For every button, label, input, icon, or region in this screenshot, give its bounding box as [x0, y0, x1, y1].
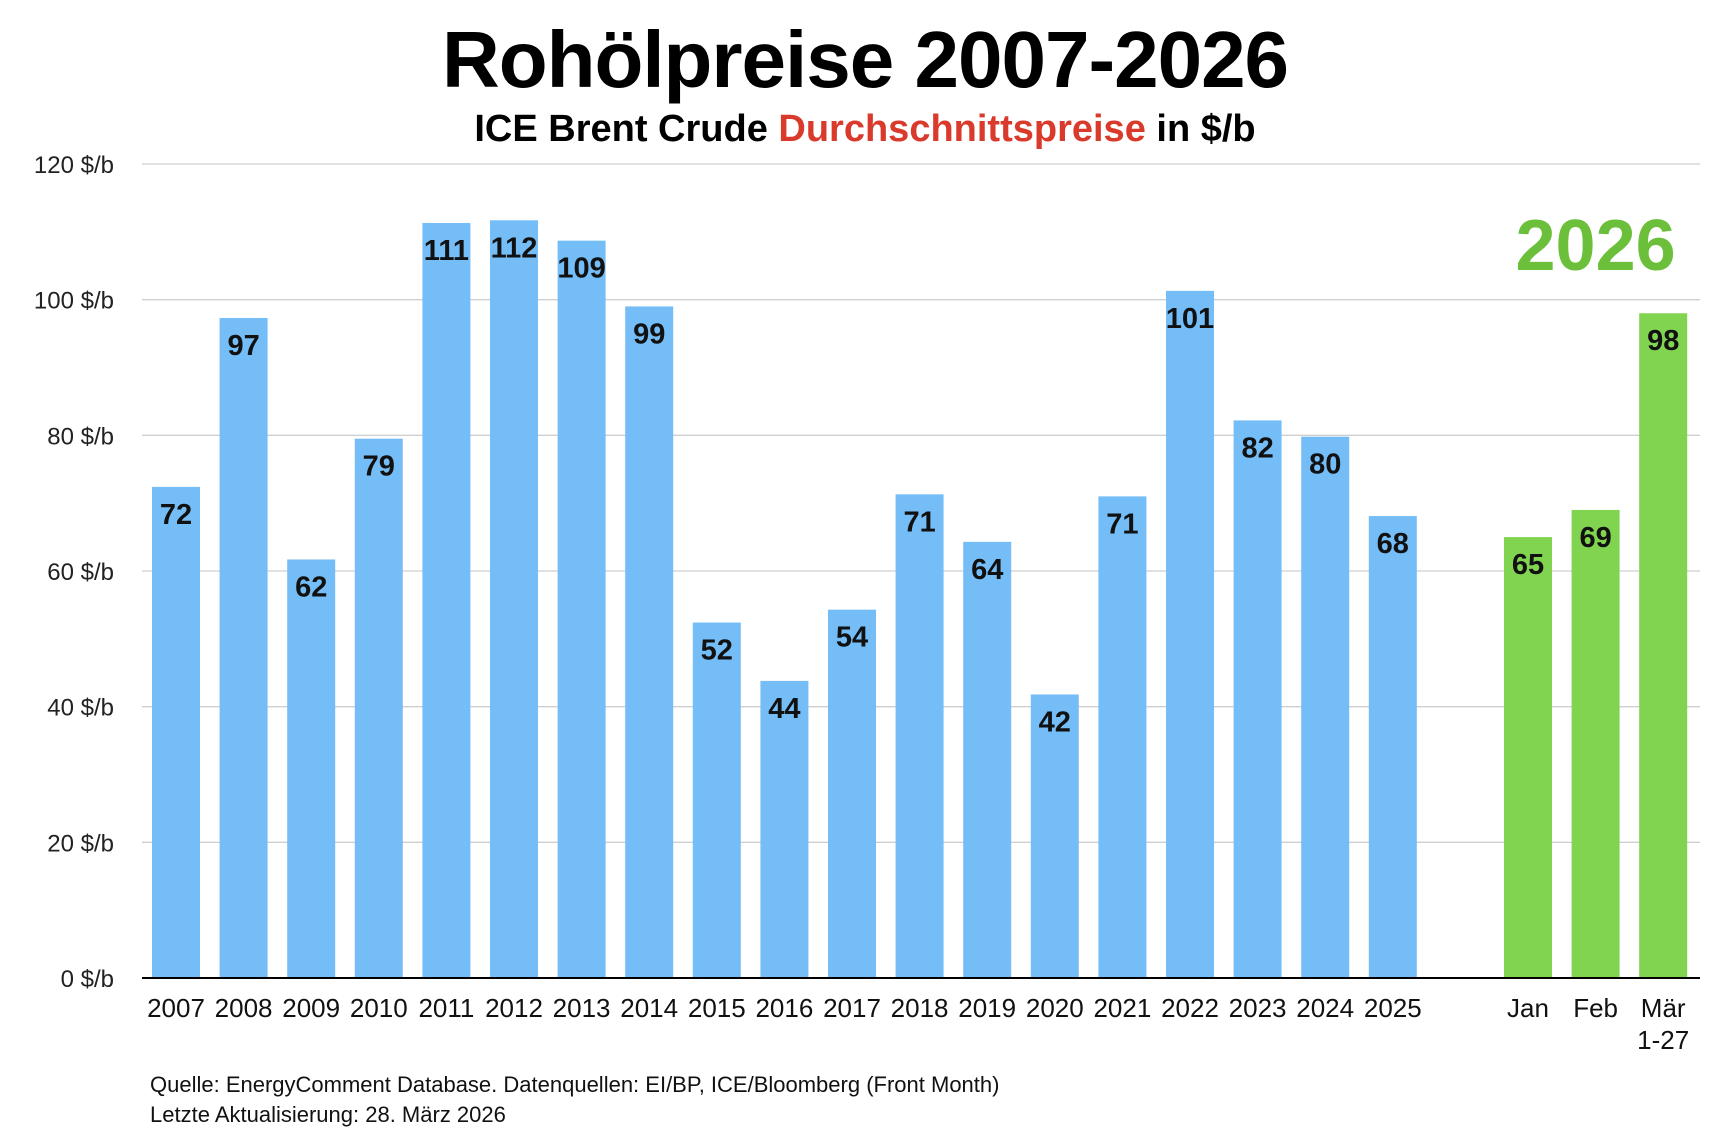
x-tick-label: 2025	[1364, 993, 1422, 1023]
y-tick-label: 80 $/b	[47, 423, 114, 450]
value-label: 42	[1039, 706, 1071, 738]
subtitle-part2: in $/b	[1156, 108, 1256, 150]
subtitle-highlight: Durchschnittspreise	[778, 108, 1146, 150]
y-axis-ticks: 0 $/b 20 $/b 40 $/b 60 $/b 80 $/b 100 $/b 120 …	[34, 152, 114, 993]
bar	[625, 306, 674, 978]
bar	[354, 438, 403, 979]
value-label: 112	[491, 232, 538, 264]
bar	[1639, 313, 1688, 978]
source-line: Quelle: EnergyComment Database. Datenque…	[150, 1072, 1000, 1097]
x-tick-label: 2022	[1161, 993, 1219, 1023]
value-label: 72	[160, 499, 192, 531]
bar	[1233, 420, 1282, 978]
bar	[1098, 496, 1147, 978]
x-tick-label: Jan	[1507, 993, 1549, 1023]
x-tick-label: 2013	[553, 993, 611, 1023]
x-tick-label: 2012	[485, 993, 543, 1023]
x-tick-label: 2021	[1093, 993, 1151, 1023]
bar	[490, 220, 538, 979]
x-tick-label: 2024	[1296, 993, 1354, 1023]
x-tick-label: 2008	[215, 993, 273, 1023]
value-label: 80	[1309, 449, 1341, 481]
bar	[1301, 436, 1350, 978]
x-tick-label: Feb	[1573, 993, 1618, 1023]
subtitle-part1: ICE Brent Crude	[474, 108, 768, 150]
x-tick-label: 2010	[350, 993, 408, 1023]
x-tick-label: 2019	[958, 993, 1016, 1023]
bar	[760, 680, 809, 978]
bar	[963, 541, 1012, 978]
bar	[895, 494, 944, 978]
value-label: 71	[1106, 508, 1138, 540]
y-tick-label: 20 $/b	[47, 830, 114, 857]
x-tick-label: 2023	[1229, 993, 1287, 1023]
value-label: 71	[903, 506, 935, 538]
bars	[152, 220, 1688, 979]
x-tick-label: 2011	[418, 993, 474, 1023]
value-label: 44	[768, 693, 800, 725]
bar	[152, 486, 200, 978]
value-label: 82	[1241, 432, 1273, 464]
x-tick-label: 2018	[891, 993, 949, 1023]
value-label: 97	[227, 330, 259, 362]
source-note: Quelle: EnergyComment Database. Datenque…	[150, 1070, 999, 1130]
x-tick-label: 1-27	[1637, 1025, 1689, 1055]
x-tick-label: 2009	[282, 993, 340, 1023]
value-label: 79	[363, 451, 395, 483]
x-tick-label: 2015	[688, 993, 746, 1023]
value-label: 69	[1579, 522, 1611, 554]
value-label: 101	[1166, 303, 1214, 335]
x-tick-label: 2014	[620, 993, 678, 1023]
value-label: 68	[1377, 528, 1409, 560]
bar	[1368, 516, 1417, 978]
x-tick-label: 2020	[1026, 993, 1084, 1023]
y-tick-label: 120 $/b	[34, 152, 114, 179]
value-label: 64	[971, 554, 1003, 586]
value-label: 111	[424, 235, 469, 267]
bar	[828, 609, 876, 978]
bar	[1504, 537, 1552, 978]
bar	[1571, 509, 1620, 978]
bar	[287, 559, 336, 978]
bar	[692, 622, 741, 978]
y-tick-label: 40 $/b	[47, 695, 114, 722]
value-label: 54	[836, 622, 868, 654]
value-label: 65	[1512, 549, 1544, 581]
group-label-2026: 2026	[1516, 206, 1676, 286]
value-label: 98	[1647, 325, 1679, 357]
value-label: 52	[701, 635, 733, 667]
bar	[1030, 694, 1079, 978]
bar	[219, 317, 268, 978]
chart-title: Rohölpreise 2007-2026	[441, 15, 1289, 104]
value-labels: 72 97 62 79 111 112 109 99 52 44 54 71 64 42 71 101 82 80…	[160, 232, 1679, 738]
y-tick-label: 0 $/b	[61, 966, 114, 993]
y-tick-label: 60 $/b	[47, 559, 114, 586]
value-label: 62	[295, 571, 327, 603]
x-tick-label: Mär	[1641, 993, 1686, 1023]
bar	[557, 240, 606, 978]
value-label: 109	[557, 253, 605, 285]
x-tick-label: 2007	[147, 993, 205, 1023]
y-tick-label: 100 $/b	[34, 288, 114, 315]
value-label: 99	[633, 318, 665, 350]
update-line: Letzte Aktualisierung: 28. März 2026	[150, 1102, 506, 1127]
bar	[1166, 290, 1214, 978]
x-tick-label: 2017	[823, 993, 881, 1023]
x-tick-label: 2016	[755, 993, 813, 1023]
bar	[422, 223, 471, 978]
bar-chart: 0 $/b 20 $/b 40 $/b 60 $/b 80 $/b 100 $/b 120 …	[34, 152, 1700, 1055]
x-axis-ticks: 2007 2008 2009 2010 2011 2012 2013 2014 2015 2016…	[147, 993, 1689, 1055]
chart-subtitle: ICE Brent Crude Durchschnittspreise in $…	[0, 108, 1730, 151]
